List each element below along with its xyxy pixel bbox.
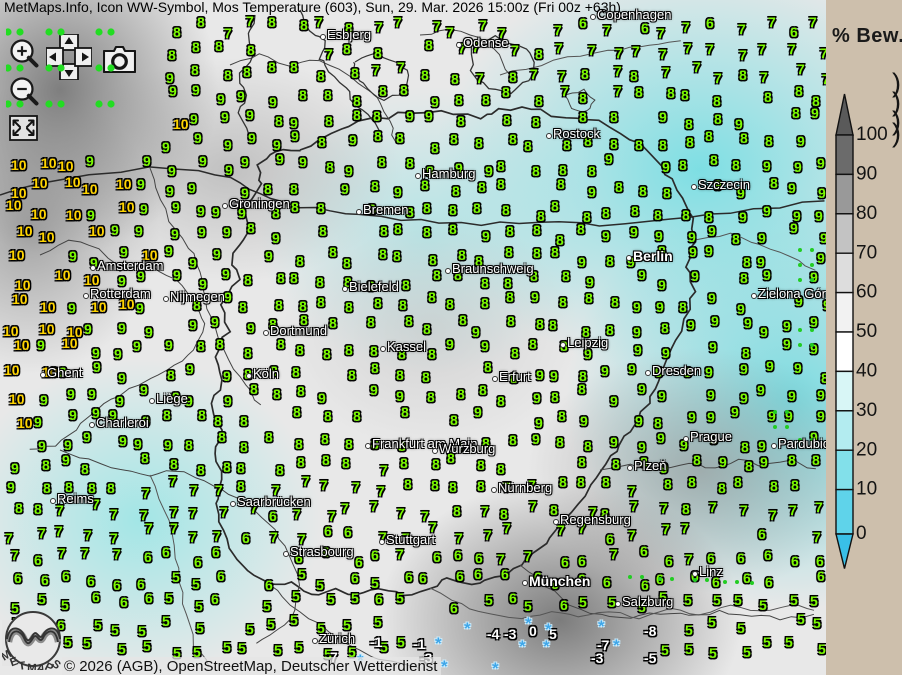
svg-text:): ) [892,118,901,148]
svg-text:70: 70 [856,242,877,263]
svg-text:10: 10 [856,479,877,500]
svg-text:80: 80 [856,203,877,224]
svg-text:90: 90 [856,164,877,185]
svg-text:100: 100 [856,124,888,145]
svg-text:M: M [27,663,37,670]
svg-text:50: 50 [856,321,877,342]
svg-text:30: 30 [856,400,877,421]
svg-text:0: 0 [856,523,867,544]
svg-text:60: 60 [856,282,877,303]
svg-text:40: 40 [856,361,877,382]
svg-text:20: 20 [856,439,877,460]
